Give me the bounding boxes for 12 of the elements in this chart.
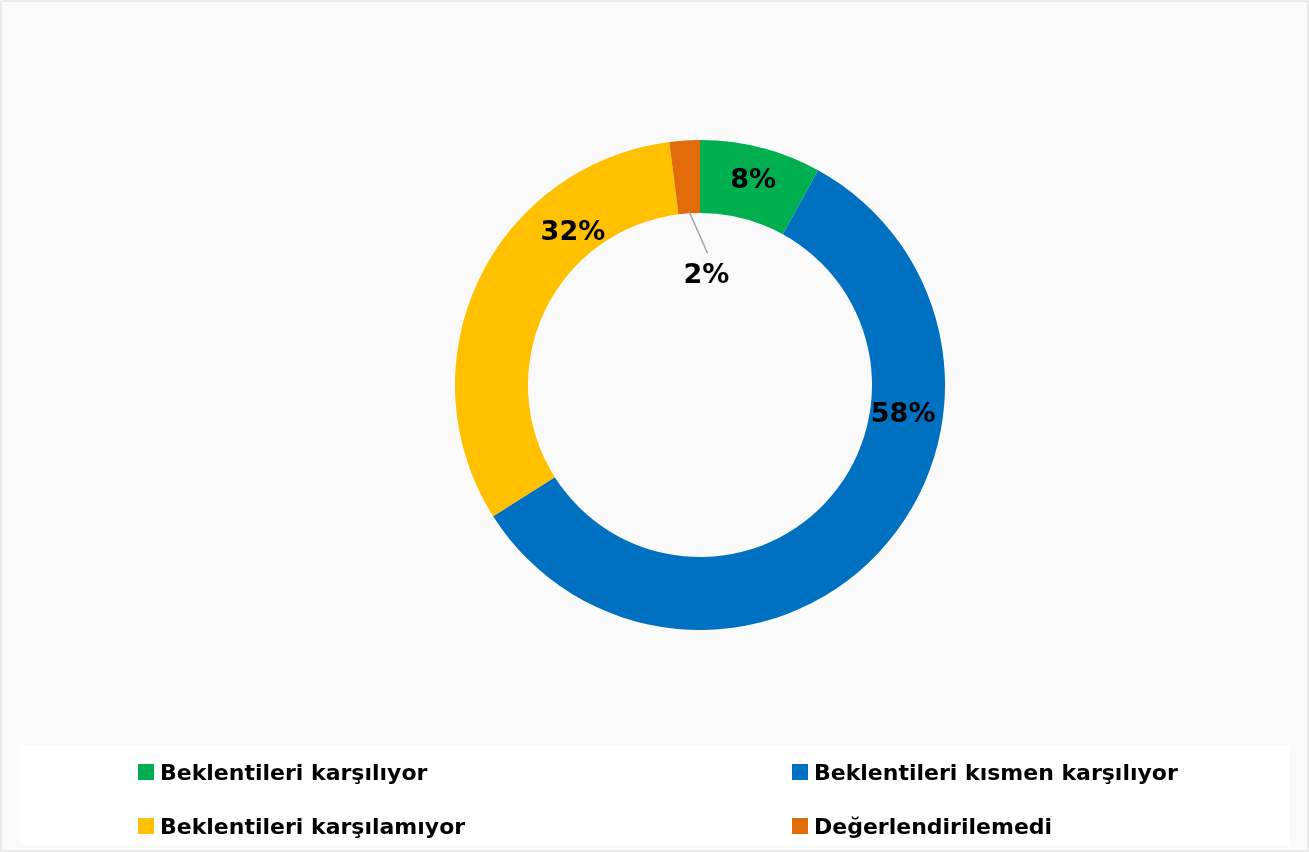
- data-label: 32%: [540, 215, 606, 247]
- legend-label: Değerlendirilemedi: [814, 813, 1053, 839]
- legend-label: Beklentileri kısmen karşılıyor: [814, 759, 1178, 785]
- donut-slice: [700, 140, 819, 235]
- legend-label: Beklentileri karşılıyor: [160, 759, 428, 785]
- donut-slice: [669, 140, 700, 215]
- data-label: 2%: [683, 257, 730, 289]
- donut-slice: [455, 141, 679, 517]
- data-label: 8%: [730, 162, 777, 194]
- data-label: 58%: [870, 396, 936, 428]
- donut-slice: [493, 170, 945, 630]
- legend-label: Beklentileri karşılamıyor: [160, 813, 466, 839]
